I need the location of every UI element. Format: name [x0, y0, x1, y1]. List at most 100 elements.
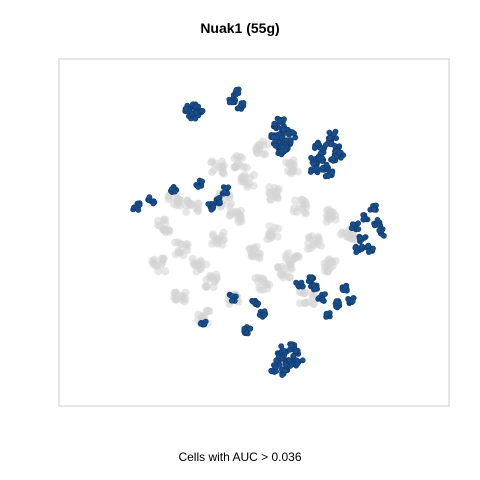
background-cell-point [196, 256, 205, 265]
expressed-cell-point [205, 201, 212, 207]
expressed-cell-point [340, 287, 346, 294]
expressed-cell-point [192, 103, 199, 110]
expressed-cell-point [287, 137, 294, 143]
expressed-cell-point [349, 221, 356, 228]
expressed-cell-point [365, 249, 372, 255]
background-cell-point [264, 140, 272, 149]
expressed-cell-point [268, 367, 275, 374]
background-cell-point [192, 267, 201, 276]
background-cell-point [263, 235, 272, 244]
background-cell-point [271, 192, 280, 201]
expressed-cell-point [247, 325, 254, 332]
expressed-cell-point [183, 106, 189, 113]
background-cell-point [234, 218, 243, 226]
expressed-cell-point [199, 178, 205, 185]
background-cell-point [341, 228, 350, 237]
background-cell-point [291, 196, 299, 205]
background-cell-point [170, 289, 179, 297]
expressed-cell-point [278, 148, 285, 154]
background-cell-point [178, 293, 187, 302]
background-cell-point [265, 188, 274, 197]
background-cell-point [327, 257, 336, 266]
expressed-cell-point [289, 129, 296, 136]
expressed-cell-point [271, 120, 278, 127]
expressed-cell-point [331, 131, 337, 137]
expressed-cell-point [249, 298, 256, 305]
background-cell-point [194, 310, 203, 319]
expressed-cell-point [307, 169, 314, 175]
background-cell-point [189, 260, 198, 269]
highlighted-points [130, 86, 387, 378]
expressed-cell-point [322, 291, 328, 297]
expressed-cell-point [353, 249, 360, 256]
background-cell-point [250, 171, 259, 179]
expressed-cell-point [199, 108, 206, 114]
background-cell-point [302, 209, 310, 218]
expressed-cell-point [323, 161, 330, 168]
expressed-cell-point [270, 134, 277, 141]
expressed-cell-point [193, 109, 200, 116]
expressed-cell-point [233, 87, 240, 93]
background-cell-point [210, 165, 219, 174]
background-cell-point [287, 169, 296, 178]
expressed-cell-point [290, 352, 297, 359]
expressed-cell-point [356, 235, 363, 242]
expressed-cell-point [333, 298, 340, 304]
background-cell-point [273, 232, 282, 241]
background-cell-point [208, 230, 217, 239]
expressed-cell-point [327, 135, 333, 141]
background-cell-point [305, 233, 314, 242]
expressed-cell-point [361, 215, 368, 222]
expressed-cell-point [280, 126, 287, 133]
background-cell-point [202, 306, 211, 315]
expressed-cell-point [202, 318, 209, 325]
background-cell-point [201, 282, 210, 291]
expressed-cell-point [365, 242, 372, 249]
background-cell-point [157, 254, 166, 263]
expressed-cell-point [228, 297, 235, 304]
expressed-cell-point [323, 311, 330, 318]
background-cell-point [218, 168, 227, 177]
background-cell-point [270, 223, 279, 232]
background-cell-point [176, 239, 185, 248]
background-cell-point [248, 250, 257, 259]
background-cell-point [225, 211, 234, 220]
expressed-cell-point [325, 173, 332, 179]
background-cell-point [160, 215, 169, 224]
expressed-cell-point [355, 220, 361, 227]
background-cell-point [317, 241, 326, 250]
expressed-cell-point [288, 342, 294, 349]
background-cell-point [309, 240, 318, 248]
expressed-cell-point [336, 149, 343, 156]
background-cell-point [261, 279, 270, 288]
background-cell-point [300, 299, 309, 308]
expressed-cell-point [329, 169, 335, 176]
background-cell-point [245, 179, 253, 188]
expressed-cell-point [195, 184, 201, 190]
expressed-cell-point [376, 227, 383, 234]
background-cell-point [281, 270, 290, 279]
expressed-cell-point [216, 198, 223, 205]
background-cell-point [286, 159, 295, 167]
expressed-cell-point [370, 206, 377, 213]
background-cell-point [195, 199, 203, 208]
background-cell-point [210, 237, 219, 246]
background-points [148, 137, 359, 328]
plot-frame [58, 58, 450, 407]
expressed-cell-point [374, 216, 381, 223]
expressed-cell-point [282, 367, 288, 374]
background-cell-point [175, 248, 184, 257]
expressed-cell-point [314, 165, 320, 171]
background-cell-point [255, 252, 264, 261]
expressed-cell-point [210, 203, 217, 210]
background-cell-point [253, 149, 262, 158]
expressed-cell-point [299, 357, 306, 364]
background-cell-point [185, 199, 194, 208]
background-cell-point [182, 207, 191, 216]
background-cell-point [171, 295, 180, 304]
background-cell-point [301, 288, 310, 297]
expressed-cell-point [315, 155, 322, 162]
expressed-cell-point [311, 285, 318, 292]
x-axis-label: Cells with AUC > 0.036 [178, 450, 302, 464]
